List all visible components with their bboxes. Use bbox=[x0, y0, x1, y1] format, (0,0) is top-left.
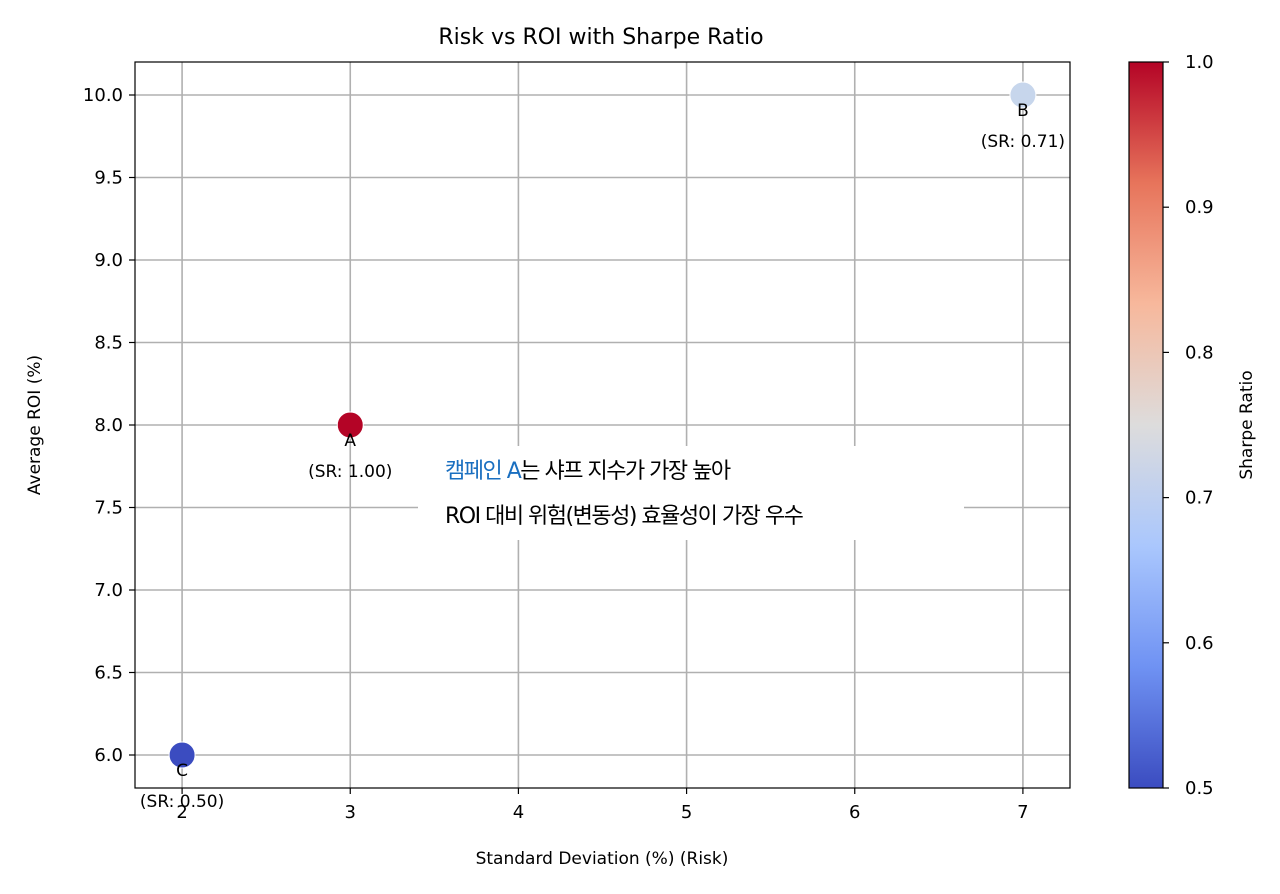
y-axis-ticks: 6.0 6.5 7.0 7.5 8.0 8.5 9.0 9.5 10.0 bbox=[83, 85, 135, 766]
point-name-label: A bbox=[344, 431, 356, 451]
scatter-point-a bbox=[336, 411, 364, 439]
annotation-line-1-rest: 는 샤프 지수가 가장 높아 bbox=[520, 459, 731, 484]
y-tick-label: 10.0 bbox=[83, 85, 123, 106]
colorbar-tick-label: 1.0 bbox=[1185, 52, 1214, 73]
point-name-label: C bbox=[176, 761, 188, 781]
annotation-box: 캠페인 A는 샤프 지수가 가장 높아 ROI 대비 위험(변동성) 효율성이 … bbox=[418, 446, 964, 540]
colorbar-tick-label: 0.8 bbox=[1185, 342, 1214, 363]
x-tick-label: 4 bbox=[513, 802, 524, 823]
point-sharpe-label: (SR: 0.71) bbox=[981, 132, 1065, 152]
point-name-label: B bbox=[1017, 101, 1029, 121]
colorbar-ticks: 0.5 0.6 0.7 0.8 0.9 1.0 bbox=[1163, 52, 1214, 799]
scatter-point-c bbox=[168, 741, 196, 769]
y-tick-label: 9.0 bbox=[94, 250, 123, 271]
x-tick-label: 6 bbox=[849, 802, 860, 823]
annotation-line-2: ROI 대비 위험(변동성) 효율성이 가장 우수 bbox=[445, 504, 804, 529]
y-tick-label: 6.0 bbox=[94, 745, 123, 766]
x-tick-label: 7 bbox=[1017, 802, 1028, 823]
annotation-background bbox=[418, 446, 964, 540]
data-points: A (SR: 1.00) B (SR: 0.71) C (SR: 0.50) bbox=[140, 81, 1065, 812]
y-tick-label: 8.0 bbox=[94, 415, 123, 436]
colorbar-gradient bbox=[1128, 61, 1164, 789]
colorbar: 0.5 0.6 0.7 0.8 0.9 1.0 Sharpe Ratio bbox=[1128, 52, 1257, 799]
y-tick-label: 8.5 bbox=[94, 333, 123, 354]
colorbar-tick-label: 0.5 bbox=[1185, 778, 1214, 799]
y-tick-label: 7.5 bbox=[94, 498, 123, 519]
x-tick-label: 2 bbox=[176, 802, 187, 823]
y-tick-label: 6.5 bbox=[94, 663, 123, 684]
scatter-point-b bbox=[1009, 81, 1037, 109]
point-sharpe-label: (SR: 0.50) bbox=[140, 792, 224, 812]
colorbar-tick-label: 0.9 bbox=[1185, 197, 1214, 218]
colorbar-tick-label: 0.7 bbox=[1185, 488, 1214, 509]
x-axis-label: Standard Deviation (%) (Risk) bbox=[476, 849, 729, 869]
y-tick-label: 7.0 bbox=[94, 580, 123, 601]
chart-title: Risk vs ROI with Sharpe Ratio bbox=[438, 25, 763, 50]
annotation-line-1: 캠페인 A는 샤프 지수가 가장 높아 bbox=[445, 459, 731, 484]
colorbar-label: Sharpe Ratio bbox=[1237, 370, 1257, 479]
y-axis-label: Average ROI (%) bbox=[25, 355, 45, 495]
x-tick-label: 3 bbox=[345, 802, 356, 823]
y-tick-label: 9.5 bbox=[94, 168, 123, 189]
point-sharpe-label: (SR: 1.00) bbox=[308, 462, 392, 482]
colorbar-tick-label: 0.6 bbox=[1185, 633, 1214, 654]
annotation-highlight: 캠페인 A bbox=[445, 459, 522, 484]
x-tick-label: 5 bbox=[681, 802, 692, 823]
x-axis-ticks: 2 3 4 5 6 7 bbox=[176, 788, 1029, 823]
